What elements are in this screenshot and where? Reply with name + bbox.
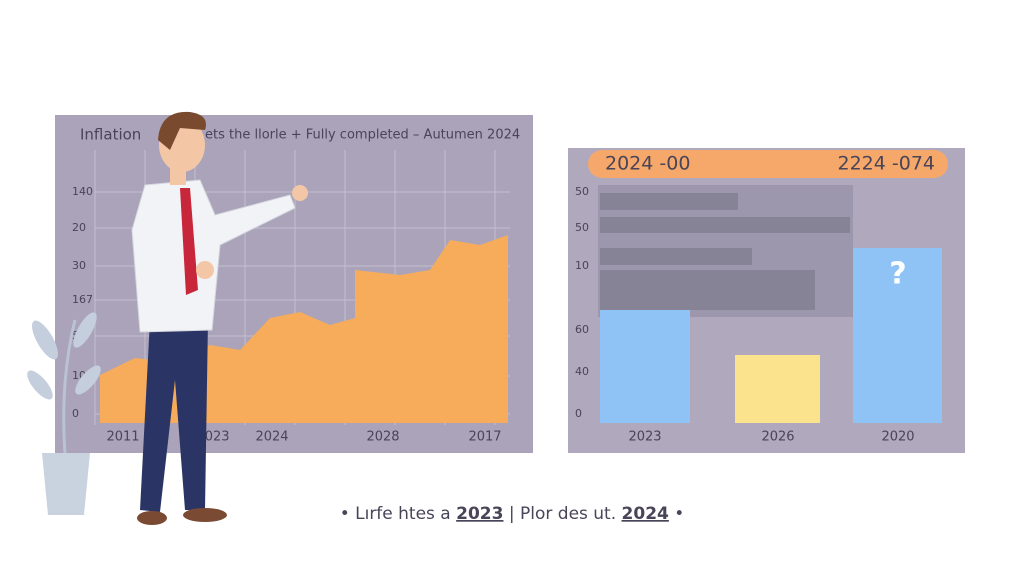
y-label: 10 [575,259,589,272]
y-label: 0 [72,407,79,420]
header-pill [588,150,948,178]
caption-year: 2024 [622,504,669,524]
y-label: 50 [575,185,589,198]
y-label: 60 [575,323,589,336]
caption-text: • Lırfe htes a [340,504,451,524]
plant [27,312,101,515]
question-mark: ? [889,257,906,292]
x-label: 2024 [255,430,288,445]
blue-bar [600,310,690,423]
left-subtitle: ets the llorle + Fully completed – Autum… [205,128,520,143]
yellow-bar [735,355,820,423]
blue-bar [853,248,942,423]
caption-text: • [674,504,684,524]
caption: • Lırfe htes a 2023 | Plor des ut. 2024 … [340,504,685,524]
caption-year: 2023 [456,504,503,524]
grey-bar [600,193,738,210]
y-label: 167 [72,293,93,306]
left-title: Inflation [80,126,141,144]
grey-bar [600,217,850,233]
right-axis: 50 50 10 60 40 0 2023 2026 2020 [575,185,915,445]
y-label: 40 [575,365,589,378]
grey-bar [600,248,752,265]
y-label: 50 [575,221,589,234]
grey-bar [600,270,815,310]
y-label: 20 [72,221,86,234]
x-label: 2017 [468,430,501,445]
x-label: 2023 [628,430,661,445]
x-label: 2026 [761,430,794,445]
caption-text: | Plor des ut. [509,504,616,524]
y-label: 30 [72,259,86,272]
x-label: 2011 [106,430,139,445]
header-left: 2024 -00 [605,153,690,175]
y-label: 0 [575,407,582,420]
header-right: 2224 -074 [837,153,935,175]
x-label: 2028 [366,430,399,445]
x-label: 2020 [881,430,914,445]
y-label: 140 [72,185,93,198]
presenter [131,111,308,525]
